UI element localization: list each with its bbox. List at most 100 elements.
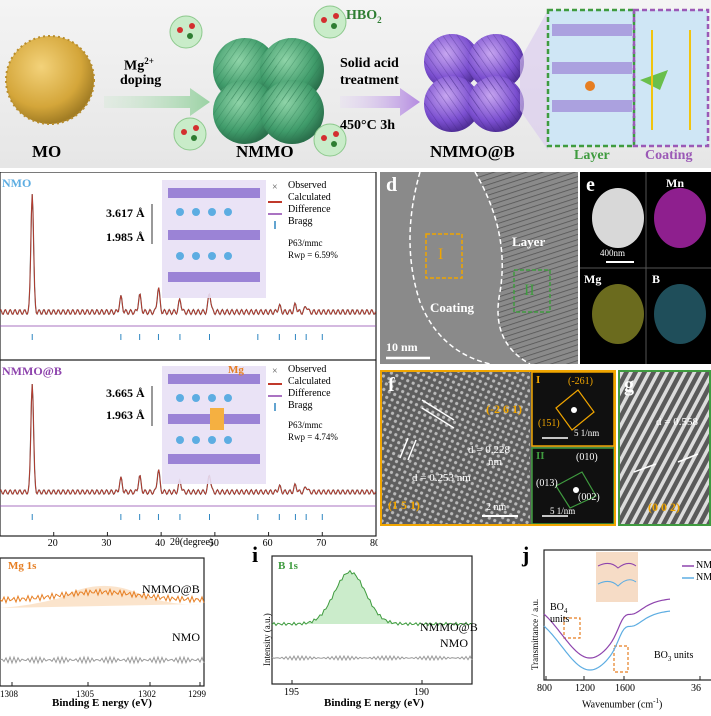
nmo-d1: 3.617 Å [106, 206, 145, 220]
xps-b-ylabel-rot: Intensity (a.u.) [262, 613, 272, 666]
xrd-tick-label-1: 30 [101, 538, 111, 549]
b-x-ticks: 195 190 [284, 680, 429, 698]
nmmob-d1: 3.665 Å [106, 386, 145, 400]
hrtem-g-graphics [620, 372, 709, 524]
legend-calculated-2: Calculated [288, 376, 331, 387]
panel-f-letter: f [388, 374, 395, 396]
nmmob-rwp: Rwp = 4.74% [288, 432, 338, 442]
mg-tick-label-3: 1299 [188, 689, 207, 699]
ftir-plot: 800 1200 1600 36 [537, 549, 711, 694]
acid-arrow [340, 88, 420, 116]
hrtem-panel-g: g d = 0.558 (0 0 2) [618, 370, 711, 526]
fft2-spot-010: (010) [576, 452, 598, 463]
ftir-tick-label-0: 800 [537, 683, 552, 694]
panel-e-letter: e [586, 174, 595, 196]
hrtem-scale-bar: 2 nm [486, 502, 507, 513]
xrd-xlabel: 2θ(degree) [170, 537, 214, 548]
xrd-nmmob-sample: NMMO@B [2, 364, 62, 378]
doping-label: doping [120, 73, 162, 88]
xps-mg-xlabel: Binding E nergy (eV) [52, 697, 152, 709]
hbo2-molecules [169, 5, 347, 157]
ftir-x-ticks: 800 1200 1600 36 [537, 676, 701, 694]
ftir-ylabel: Transmittance / a.u. [530, 598, 540, 670]
legend-bragg-2: Bragg [288, 400, 313, 411]
nmmob-label: NMMO@B [430, 142, 515, 161]
xrd-tick-label-4: 60 [263, 538, 273, 549]
xrd-calculated-1 [0, 383, 376, 495]
xps-mg-panel: 1308 1305 1302 1299 Mg 1s NMMO@B NMO Bindin… [0, 556, 220, 711]
xrd-refinement-figure: × × 20 30 40 50 60 70 80 NMO Observed Calculat… [0, 171, 380, 550]
ftir-xlabel: Wavenumber (cm-1) [582, 697, 663, 711]
nmmob-particles [424, 34, 524, 132]
nmmob-structure-inset [151, 366, 266, 484]
legend-glyphs-nmmob: × [268, 366, 282, 411]
nmo-space-group: P63/mmc [288, 238, 323, 248]
xrd-plot: × × 20 30 40 50 60 70 80 [0, 171, 380, 549]
fft1-scale: 5 1/nm [574, 428, 600, 438]
legend-glyphs-nmo: × [268, 182, 282, 229]
structure-inset [546, 8, 710, 148]
tem-region-1: I [438, 246, 444, 263]
xps-mg-title: Mg 1s [8, 560, 37, 572]
mg-site-tag: Mg [228, 364, 244, 376]
doping-ion-label: Mg2+ [124, 56, 154, 74]
ftir-bo4-units: units [550, 614, 570, 625]
tem-panel-d: d Layer Coating I II 10 nm [380, 172, 578, 364]
tem-coating-label: Coating [430, 300, 475, 315]
b-tick-label-0: 195 [284, 687, 299, 698]
hrtem-g-plane: (0 0 2) [648, 500, 680, 514]
ftir-legend-1: NMM [696, 560, 711, 571]
mg-nmmob-trace [0, 587, 205, 605]
hrtem-g-d: d = 0.558 [656, 416, 698, 428]
zoom-wedge [520, 10, 548, 150]
tem-region-2: II [524, 282, 535, 299]
ftir-nmmob-trace [543, 598, 671, 659]
fft2-scale: 5 1/nm [550, 506, 576, 516]
xrd-tick-label-5: 70 [316, 538, 326, 549]
xps-b-nmmob-label: NMMO@B [420, 620, 478, 634]
ftir-tick-label-3: 36 [691, 683, 701, 694]
svg-text:×: × [272, 182, 278, 193]
nmo-rwp: Rwp = 6.59% [288, 250, 338, 260]
xps-b-panel: 195 190 i B 1s Intensity (a.u.) NMMO@B NM… [232, 542, 480, 711]
xrd-calculated-0 [0, 194, 376, 316]
ftir-tick-label-1: 1200 [575, 683, 595, 694]
mg-tick-label-2: 1302 [138, 689, 156, 699]
ftir-bo3-label: BO3 units [654, 650, 694, 663]
eds-mg-label: Mg [584, 272, 602, 286]
solid-acid-label: Solid acid [340, 56, 399, 71]
hrtem-f-graphics [382, 372, 614, 524]
doping-arrow [104, 88, 210, 116]
hrtem-d-0253: d = 0.253 nm [412, 472, 471, 484]
xps-b-xlabel: Binding E nergy (eV) [324, 697, 424, 709]
xrd-traces [0, 194, 377, 520]
panel-d-letter: d [386, 174, 398, 196]
eds-graphics [580, 172, 711, 364]
legend-observed-2: Observed [288, 364, 327, 375]
legend-difference-2: Difference [288, 388, 331, 399]
panel-i-letter: i [252, 542, 259, 567]
xrd-x-ticks: 20 30 40 50 60 70 80 [48, 532, 380, 549]
fft1-spot-261: (-261) [568, 376, 593, 387]
xrd-tick-label-2: 40 [155, 538, 165, 549]
legend-bragg: Bragg [288, 216, 313, 227]
scheme-graphics [5, 5, 710, 157]
b-nmmob-trace [271, 569, 473, 627]
xps-b-title: B 1s [278, 560, 298, 572]
xps-mg-nmmob-label: NMMO@B [142, 582, 200, 596]
b-peak-fill [272, 570, 472, 626]
synthesis-scheme: MO Mg2+ doping HBO2 NMMO Solid acid trea… [0, 0, 711, 168]
fft1-spot-151: (151) [538, 418, 560, 429]
hrtem-plane-151: (1 5 1) [388, 498, 420, 512]
panel-j-letter: j [522, 542, 530, 567]
mg-x-ticks: 1308 1305 1302 1299 [0, 682, 207, 699]
eds-panel-e: e Mn Mg B 400nm [580, 172, 711, 364]
xps-mg-nmo-label: NMO [172, 630, 201, 644]
fft2-spot-013: (013) [536, 478, 558, 489]
eds-mn-label: Mn [666, 176, 684, 190]
ftir-panel: 800 1200 1600 36 j Transmittance / a.u. BO4… [500, 542, 711, 711]
nmmo-particles [213, 38, 324, 144]
ftir-nmo-trace [543, 610, 671, 671]
b-tick-label-1: 190 [414, 687, 429, 698]
nmmob-space-group: P63/mmc [288, 420, 323, 430]
